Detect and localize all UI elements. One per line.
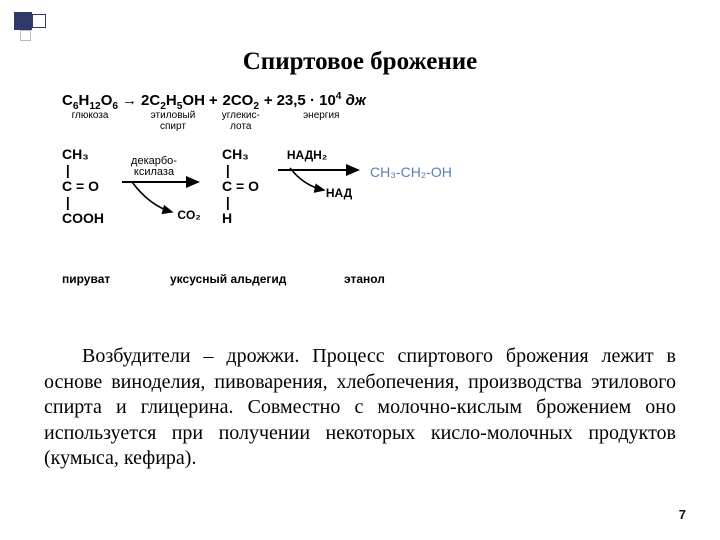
reaction-diagram: C6H12O6глюкоза→2C2H5OHэтиловый спирт+2CO…: [62, 92, 502, 294]
page-number: 7: [679, 507, 686, 522]
body-paragraph: Возбудители – дрожжи. Процесс спиртового…: [44, 344, 676, 472]
corner-decoration: [14, 12, 74, 40]
equation-row: C6H12O6глюкоза→2C2H5OHэтиловый спирт+2CO…: [62, 92, 502, 132]
molecule-ethanol: CH₃-CH₂-OH: [370, 164, 452, 180]
molecule-acetaldehyde: CH₃ | C = O | H: [222, 146, 259, 226]
slide-title: Спиртовое брожение: [0, 48, 720, 76]
deco-square-1: [14, 12, 32, 30]
deco-square-2: [32, 14, 46, 28]
label-acetaldehyde: уксусный альдегид: [170, 272, 286, 286]
molecule-pyruvate: CH₃ | C = O | COOH: [62, 146, 104, 226]
arrow1-label-top: декарбо- ксилаза: [124, 156, 184, 178]
label-ethanol: этанол: [344, 272, 385, 286]
structural-reaction: CH₃ | C = O | COOH декарбо- ксилаза CO₂ …: [62, 146, 502, 266]
arrow1-label-bottom: CO₂: [174, 210, 204, 221]
slide: Спиртовое брожение C6H12O6глюкоза→2C2H5O…: [0, 0, 720, 540]
arrow2-label-bottom: НАД: [322, 188, 356, 199]
deco-square-3: [20, 30, 31, 41]
label-pyruvate: пируват: [62, 272, 110, 286]
